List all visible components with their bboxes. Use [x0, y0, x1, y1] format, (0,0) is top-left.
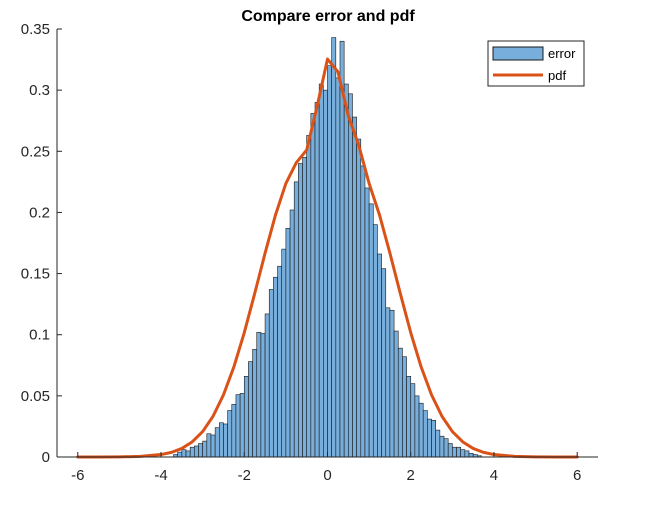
legend: error pdf	[487, 40, 585, 87]
histogram-bar	[389, 309, 395, 458]
histogram-bar	[468, 453, 474, 458]
histogram-bar	[223, 423, 228, 458]
histogram-bar	[302, 157, 307, 458]
histogram-bar	[447, 443, 453, 458]
histogram-bar	[306, 135, 312, 458]
histogram-bar	[393, 330, 399, 458]
histogram-bar	[422, 410, 428, 458]
chart-title: Compare error and pdf	[241, 8, 415, 25]
histogram-bar	[198, 443, 203, 458]
histogram-bar	[298, 163, 303, 458]
histogram-bar	[289, 209, 295, 458]
histogram-bar	[264, 313, 270, 458]
histogram-bar	[273, 276, 278, 458]
x-tick-label: 4	[490, 467, 498, 484]
histogram-bar	[202, 440, 208, 458]
pdf-curve	[76, 57, 579, 459]
x-tick-label: -2	[238, 467, 251, 484]
histogram-bar	[352, 116, 357, 458]
histogram-bar	[206, 433, 212, 458]
histogram-bar	[385, 307, 391, 458]
histogram-bar	[181, 449, 187, 458]
histogram-bar	[418, 402, 424, 458]
histogram-bar	[260, 333, 266, 458]
legend-label-pdf: pdf	[548, 68, 566, 83]
histogram-bar	[310, 113, 316, 458]
axes: -6 -4 -2 0 2 4 6 0 0.05 0.1 0.15 0.2 0.25 0.3 0.35	[21, 21, 598, 484]
y-tick-label: 0.35	[21, 21, 50, 38]
y-tick-label: 0.2	[29, 204, 50, 221]
y-tick-label: 0.15	[21, 266, 50, 283]
x-tick-label: -4	[154, 467, 167, 484]
x-tick-label: 0	[323, 467, 331, 484]
histogram-bar	[277, 265, 283, 458]
x-tick-label: 6	[573, 467, 581, 484]
histogram-bar	[456, 446, 461, 458]
histogram-bar	[314, 102, 320, 458]
histogram-bar	[185, 450, 191, 458]
y-tick-label: 0.25	[21, 143, 50, 160]
histogram-bar	[231, 404, 237, 458]
histogram-bar	[431, 420, 436, 458]
histogram-bar	[227, 410, 233, 458]
histogram-bar	[464, 450, 470, 458]
histogram-bar	[439, 435, 445, 458]
histogram-bar	[402, 356, 407, 458]
histogram-bar	[281, 248, 287, 458]
histogram-bar	[377, 253, 382, 458]
y-tick-label: 0	[42, 449, 50, 466]
histogram-bar	[210, 434, 216, 458]
histogram-bar	[452, 446, 457, 458]
histogram-bar	[372, 224, 378, 458]
y-tick-label: 0.3	[29, 82, 50, 99]
histogram-bar	[435, 429, 441, 458]
histogram-bar	[323, 89, 328, 458]
histogram-bar	[443, 438, 449, 458]
histogram-bar	[381, 268, 387, 458]
histogram-bar	[335, 77, 341, 458]
histogram-bar	[397, 347, 403, 458]
legend-swatch-error	[492, 46, 544, 61]
histogram-bar	[194, 445, 199, 458]
legend-label-error: error	[548, 46, 576, 61]
histogram-bar	[248, 361, 253, 458]
histogram-bar	[256, 331, 262, 458]
x-tick-label: 2	[407, 467, 415, 484]
histogram-bar	[252, 349, 258, 458]
histogram-bar	[327, 65, 332, 458]
histogram-bar	[235, 394, 241, 458]
histogram-bar	[348, 93, 353, 458]
histogram-bar	[356, 138, 362, 458]
histogram-bar	[364, 187, 370, 458]
histogram-bar	[189, 446, 195, 458]
y-tick-label: 0.05	[21, 388, 50, 405]
histogram-bar	[368, 203, 374, 458]
histogram-bar	[414, 395, 420, 458]
histogram-bar	[427, 418, 432, 458]
histogram-bar	[360, 165, 366, 458]
histogram-bar	[177, 451, 183, 458]
histogram-bar	[268, 289, 274, 458]
x-tick-label: -6	[71, 467, 84, 484]
histogram-bar	[285, 228, 291, 458]
y-tick-label: 0.1	[29, 327, 50, 344]
histogram-bar	[331, 37, 337, 458]
histogram-bar	[339, 40, 345, 458]
histogram-bar	[318, 83, 324, 458]
histogram-bars	[173, 37, 482, 458]
histogram-bar	[410, 383, 416, 458]
histogram-bar	[219, 422, 224, 458]
histogram-bar	[239, 393, 245, 458]
histogram-bar	[214, 427, 220, 458]
histogram-bar	[243, 375, 249, 458]
histogram-bar	[406, 375, 412, 458]
histogram-bar	[343, 83, 349, 458]
histogram-bar	[460, 449, 466, 458]
histogram-bar	[293, 181, 299, 458]
